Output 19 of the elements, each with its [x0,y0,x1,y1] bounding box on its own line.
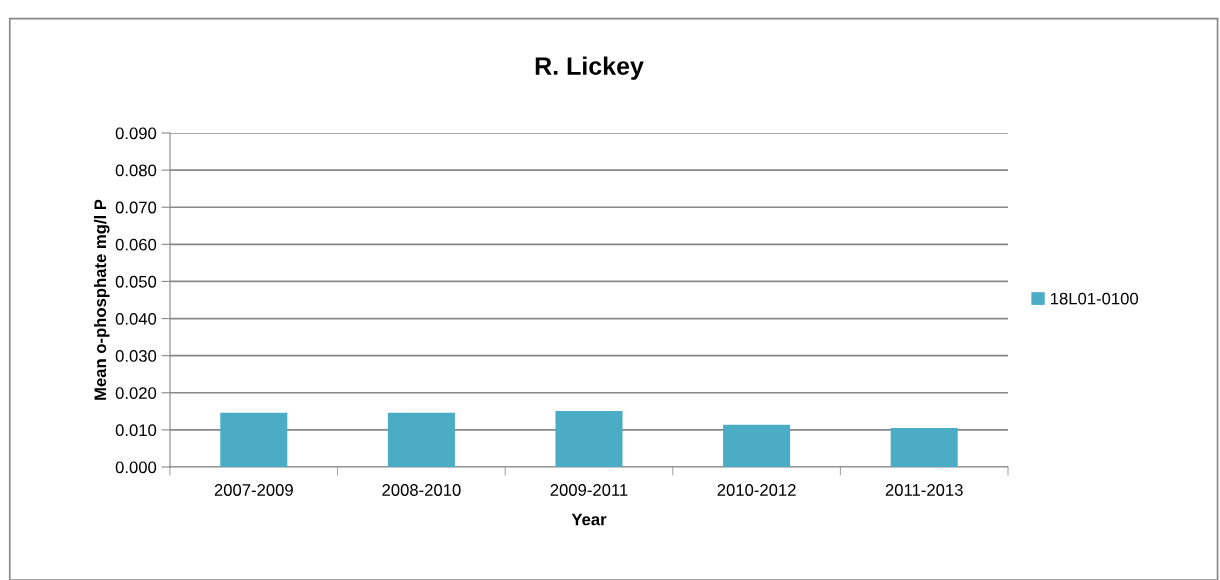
y-tick-label: 0.040 [115,312,157,325]
y-tick-label: 0.010 [115,424,157,437]
y-tick-label: 0.060 [115,238,157,251]
legend-label: 18L01-0100 [1050,292,1139,305]
x-tick-label: 2009-2011 [550,484,628,496]
x-tick-label: 2007-2009 [214,484,293,496]
y-tick-label: 0.050 [115,275,157,288]
y-tick-label: 0.090 [115,127,157,140]
x-axis-title: Year [571,513,607,526]
x-tick-label: 2010-2012 [717,484,796,496]
y-tick-label: 0.080 [115,164,157,177]
x-tick-label: 2008-2010 [382,484,461,496]
y-tick-label: 0.000 [115,461,157,474]
y-tick-label: 0.030 [115,350,157,362]
x-tick-label: 2011-2013 [885,484,963,496]
y-axis-title: Mean o-phosphate mg/l P [93,199,110,400]
y-tick-label: 0.070 [115,201,157,214]
y-tick-label: 0.020 [115,387,157,399]
chart-title: R. Lickey [535,56,644,80]
